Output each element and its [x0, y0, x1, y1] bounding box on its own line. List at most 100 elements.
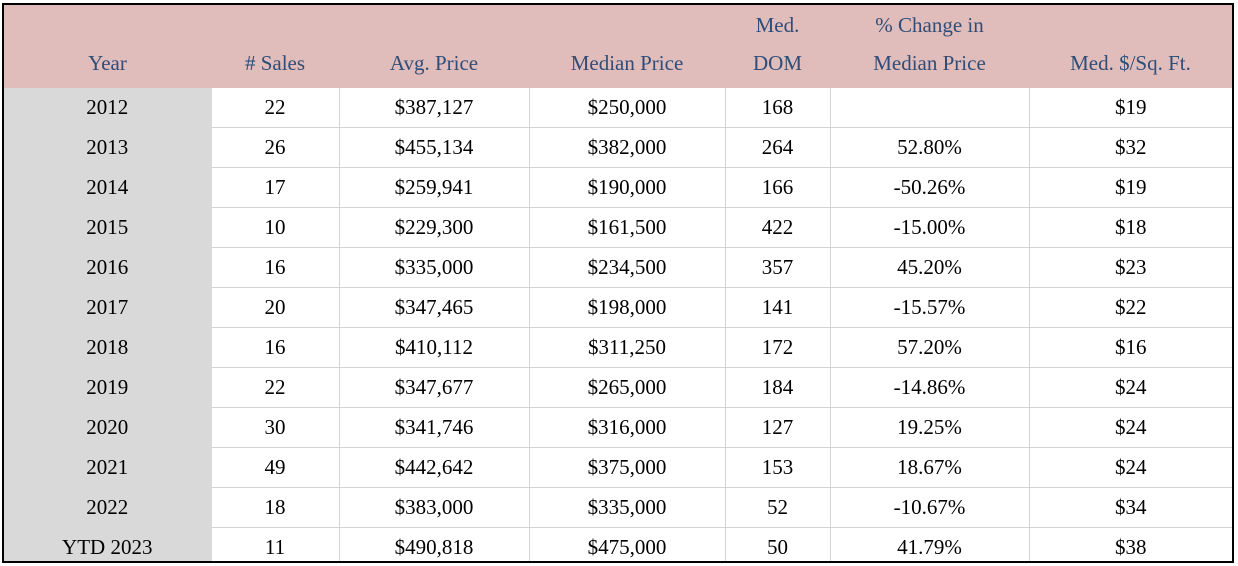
- table-row: 2017 20 $347,465 $198,000 141 -15.57% $22: [4, 287, 1232, 328]
- cell-pct-change: -50.26%: [830, 167, 1030, 208]
- cell-pct-change: 18.67%: [830, 447, 1030, 488]
- table-row: 2022 18 $383,000 $335,000 52 -10.67% $34: [4, 487, 1232, 528]
- cell-avg-price: $387,127: [339, 88, 530, 128]
- cell-year: 2017: [4, 287, 212, 328]
- cell-sales: 16: [211, 247, 340, 288]
- sales-history-table: Year # Sales Avg. Price Median Price Med…: [4, 5, 1232, 561]
- cell-year: 2012: [4, 88, 212, 128]
- cell-sales: 49: [211, 447, 340, 488]
- cell-pct-change: 57.20%: [830, 327, 1030, 368]
- cell-med-sqft: $19: [1029, 167, 1232, 208]
- cell-year: 2020: [4, 407, 212, 448]
- cell-median-price: $475,000: [529, 527, 726, 561]
- cell-pct-change: -10.67%: [830, 487, 1030, 528]
- cell-median-price: $250,000: [529, 88, 726, 128]
- table-header: Year # Sales Avg. Price Median Price Med…: [4, 5, 1232, 88]
- cell-avg-price: $383,000: [339, 487, 530, 528]
- cell-med-dom: 153: [725, 447, 831, 488]
- header-median-price: Median Price: [529, 5, 725, 88]
- header-pct-change: % Change in Median Price: [830, 5, 1029, 88]
- header-sales-line-1: # Sales: [244, 51, 306, 75]
- cell-sales: 26: [211, 127, 340, 168]
- cell-med-sqft: $32: [1029, 127, 1232, 168]
- cell-median-price: $316,000: [529, 407, 726, 448]
- sales-table-frame: Year # Sales Avg. Price Median Price Med…: [2, 3, 1234, 563]
- cell-median-price: $382,000: [529, 127, 726, 168]
- table-row: 2013 26 $455,134 $382,000 264 52.80% $32: [4, 127, 1232, 168]
- header-med-sqft: Med. $/Sq. Ft.: [1029, 5, 1232, 88]
- cell-avg-price: $442,642: [339, 447, 530, 488]
- cell-med-dom: 141: [725, 287, 831, 328]
- cell-median-price: $375,000: [529, 447, 726, 488]
- cell-med-sqft: $24: [1029, 407, 1232, 448]
- header-year: Year: [4, 5, 211, 88]
- cell-med-dom: 184: [725, 367, 831, 408]
- cell-year: 2014: [4, 167, 212, 208]
- cell-med-dom: 166: [725, 167, 831, 208]
- cell-avg-price: $347,465: [339, 287, 530, 328]
- cell-avg-price: $490,818: [339, 527, 530, 561]
- cell-pct-change: 52.80%: [830, 127, 1030, 168]
- table-row: YTD 2023 11 $490,818 $475,000 50 41.79% $38: [4, 527, 1232, 561]
- header-pct-change-line-2: Median Price: [873, 51, 986, 75]
- cell-median-price: $265,000: [529, 367, 726, 408]
- cell-sales: 22: [211, 367, 340, 408]
- cell-avg-price: $455,134: [339, 127, 530, 168]
- cell-pct-change: [830, 88, 1030, 128]
- cell-sales: 18: [211, 487, 340, 528]
- cell-year: 2016: [4, 247, 212, 288]
- cell-med-sqft: $16: [1029, 327, 1232, 368]
- cell-med-dom: 172: [725, 327, 831, 368]
- table-row: 2016 16 $335,000 $234,500 357 45.20% $23: [4, 247, 1232, 288]
- cell-pct-change: 45.20%: [830, 247, 1030, 288]
- cell-med-dom: 50: [725, 527, 831, 561]
- cell-median-price: $198,000: [529, 287, 726, 328]
- cell-year: 2015: [4, 207, 212, 248]
- cell-pct-change: -15.00%: [830, 207, 1030, 248]
- header-year-line-1: Year: [88, 51, 127, 75]
- cell-med-sqft: $23: [1029, 247, 1232, 288]
- cell-sales: 22: [211, 88, 340, 128]
- cell-sales: 17: [211, 167, 340, 208]
- cell-avg-price: $347,677: [339, 367, 530, 408]
- cell-med-sqft: $34: [1029, 487, 1232, 528]
- table-row: 2014 17 $259,941 $190,000 166 -50.26% $19: [4, 167, 1232, 208]
- cell-median-price: $161,500: [529, 207, 726, 248]
- table-row: 2020 30 $341,746 $316,000 127 19.25% $24: [4, 407, 1232, 448]
- header-avg-price-line-1: Avg. Price: [389, 51, 479, 75]
- header-avg-price: Avg. Price: [339, 5, 529, 88]
- cell-pct-change: -15.57%: [830, 287, 1030, 328]
- cell-med-sqft: $24: [1029, 367, 1232, 408]
- cell-year: 2019: [4, 367, 212, 408]
- cell-pct-change: 19.25%: [830, 407, 1030, 448]
- cell-avg-price: $341,746: [339, 407, 530, 448]
- table-row: 2019 22 $347,677 $265,000 184 -14.86% $24: [4, 367, 1232, 408]
- table-row: 2015 10 $229,300 $161,500 422 -15.00% $18: [4, 207, 1232, 248]
- cell-year: 2013: [4, 127, 212, 168]
- cell-year: 2018: [4, 327, 212, 368]
- cell-year: 2022: [4, 487, 212, 528]
- cell-med-dom: 422: [725, 207, 831, 248]
- header-med-sqft-line-1: Med. $/Sq. Ft.: [1070, 51, 1191, 75]
- cell-median-price: $234,500: [529, 247, 726, 288]
- cell-pct-change: -14.86%: [830, 367, 1030, 408]
- cell-sales: 20: [211, 287, 340, 328]
- cell-year: 2021: [4, 447, 212, 488]
- cell-med-sqft: $22: [1029, 287, 1232, 328]
- header-med-dom: Med. DOM: [725, 5, 830, 88]
- cell-sales: 10: [211, 207, 340, 248]
- cell-sales: 16: [211, 327, 340, 368]
- table-body: 2012 22 $387,127 $250,000 168 $19 2013 26 $455,1…: [4, 88, 1232, 561]
- cell-med-sqft: $19: [1029, 88, 1232, 128]
- table-row: 2021 49 $442,642 $375,000 153 18.67% $24: [4, 447, 1232, 488]
- cell-med-sqft: $38: [1115, 535, 1147, 559]
- table-row: 2018 16 $410,112 $311,250 172 57.20% $16: [4, 327, 1232, 368]
- cell-avg-price: $259,941: [339, 167, 530, 208]
- cell-med-dom: 357: [725, 247, 831, 288]
- cell-med-sqft: $18: [1029, 207, 1232, 248]
- cell-median-price: $190,000: [529, 167, 726, 208]
- cell-sales: 11: [211, 527, 340, 561]
- header-med-dom-line-2: DOM: [752, 51, 802, 75]
- cell-med-sqft: $24: [1029, 447, 1232, 488]
- cell-avg-price: $410,112: [339, 327, 530, 368]
